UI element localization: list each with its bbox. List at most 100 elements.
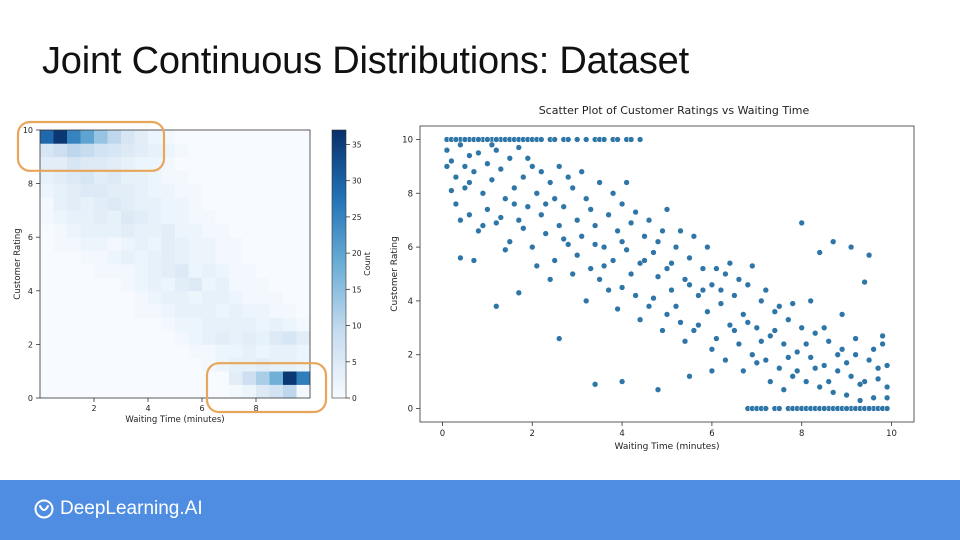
scatter-point bbox=[717, 286, 725, 294]
heatmap-cell bbox=[256, 143, 270, 158]
scatter-point bbox=[591, 241, 599, 248]
scatter-point bbox=[650, 295, 657, 302]
heatmap-cell bbox=[80, 371, 95, 385]
heatmap-cell bbox=[67, 384, 81, 399]
heatmap-cell bbox=[283, 250, 297, 265]
scatter-point bbox=[785, 354, 792, 361]
heatmap-cell bbox=[202, 264, 216, 278]
heatmap-cell bbox=[107, 210, 122, 225]
scatter-point bbox=[816, 383, 823, 391]
heatmap-cell bbox=[256, 250, 270, 265]
scatter-point bbox=[767, 378, 774, 385]
heatmap-cell bbox=[269, 290, 284, 305]
scatter-point bbox=[578, 233, 585, 240]
heatmap-cell bbox=[269, 223, 284, 238]
heatmap-cell bbox=[175, 344, 189, 359]
heatmap-cell bbox=[202, 156, 216, 171]
heatmap-cell bbox=[94, 197, 108, 211]
heatmap-cell bbox=[269, 210, 284, 225]
heatmap-cell bbox=[175, 250, 189, 265]
heatmap-cell bbox=[161, 277, 176, 292]
heatmap-cell bbox=[148, 130, 162, 144]
scatter-point bbox=[461, 163, 469, 170]
heatmap-cell bbox=[53, 250, 68, 265]
scatter-point bbox=[493, 147, 500, 154]
heatmap-cell bbox=[67, 143, 81, 158]
scatter-point bbox=[852, 335, 859, 342]
x-tick-label: 2 bbox=[91, 404, 96, 413]
heatmap-cell bbox=[134, 130, 149, 144]
x-tick-label: 4 bbox=[145, 404, 150, 413]
scatter-point bbox=[502, 195, 509, 202]
scatter-point bbox=[847, 243, 855, 251]
heatmap-cell bbox=[121, 183, 135, 198]
scatter-point bbox=[740, 311, 747, 318]
scatter-point bbox=[538, 136, 545, 143]
scatter-point bbox=[515, 144, 522, 151]
heatmap-cell bbox=[202, 250, 216, 265]
scatter-point bbox=[596, 276, 603, 283]
scatter-point bbox=[722, 356, 729, 364]
scatter-point bbox=[538, 168, 545, 175]
heatmap-cell bbox=[256, 183, 270, 198]
heatmap-cell bbox=[256, 130, 270, 144]
heatmap-cell bbox=[242, 357, 257, 372]
brand-logo[interactable]: DeepLearning.AI bbox=[34, 498, 203, 520]
heatmap-cell bbox=[148, 264, 162, 278]
heatmap-frame bbox=[39, 129, 311, 399]
heatmap-cell bbox=[40, 143, 54, 158]
heatmap-cell bbox=[121, 264, 135, 278]
scatter-point bbox=[699, 286, 707, 294]
scatter-point bbox=[713, 335, 720, 342]
scatter-y-ticks: 0 2 4 6 8 10 bbox=[402, 135, 420, 415]
scatter-point bbox=[843, 391, 850, 399]
heatmap-cell bbox=[107, 183, 122, 198]
scatter-point bbox=[556, 335, 563, 342]
scatter-point bbox=[856, 397, 864, 404]
heatmap-cell bbox=[161, 264, 176, 278]
deeplearning-logo-icon bbox=[34, 499, 54, 519]
heatmap-cell bbox=[283, 143, 297, 158]
scatter-point bbox=[861, 278, 868, 286]
scatter-point bbox=[452, 200, 460, 208]
heatmap-cell bbox=[269, 143, 284, 158]
heatmap-cell bbox=[40, 130, 54, 144]
scatter-point bbox=[677, 227, 684, 235]
heatmap-cell bbox=[242, 250, 257, 265]
scatter-point bbox=[632, 292, 639, 299]
heatmap-cell bbox=[107, 156, 122, 171]
scatter-chart: Scatter Plot of Customer Ratings vs Wait… bbox=[390, 104, 915, 452]
heatmap-cell bbox=[107, 357, 122, 372]
scatter-point bbox=[636, 316, 644, 323]
heatmap-cell bbox=[121, 344, 135, 359]
y-tick-label: 4 bbox=[408, 297, 413, 307]
heatmap-cell bbox=[94, 264, 108, 278]
scatter-point bbox=[654, 238, 662, 245]
scatter-point bbox=[807, 297, 814, 305]
scatter-point bbox=[879, 340, 886, 348]
heatmap-cell bbox=[283, 277, 297, 292]
heatmap-cell bbox=[175, 371, 189, 385]
heatmap-cell bbox=[40, 197, 54, 211]
scatter-point bbox=[708, 367, 716, 375]
scatter-point bbox=[470, 168, 478, 175]
heatmap-cell bbox=[215, 130, 230, 144]
heatmap-cell bbox=[202, 223, 216, 238]
heatmap-cell bbox=[161, 170, 176, 184]
scatter-point bbox=[749, 262, 756, 270]
heatmap-cell bbox=[40, 344, 54, 359]
heatmap-cell bbox=[121, 250, 135, 265]
scatter-point bbox=[798, 324, 805, 331]
scatter-point bbox=[587, 206, 594, 213]
scatter-point bbox=[515, 289, 522, 296]
scatter-point bbox=[452, 173, 460, 181]
heatmap-cell bbox=[134, 210, 149, 225]
scatter-point bbox=[443, 147, 451, 154]
heatmap-cell bbox=[202, 143, 216, 158]
scatter-point bbox=[856, 381, 864, 388]
heatmap-cell bbox=[296, 384, 311, 399]
heatmap-cell bbox=[296, 304, 311, 318]
heatmap-cell bbox=[242, 183, 257, 198]
heatmap-cell bbox=[148, 290, 162, 305]
x-tick-label: 2 bbox=[530, 429, 535, 439]
